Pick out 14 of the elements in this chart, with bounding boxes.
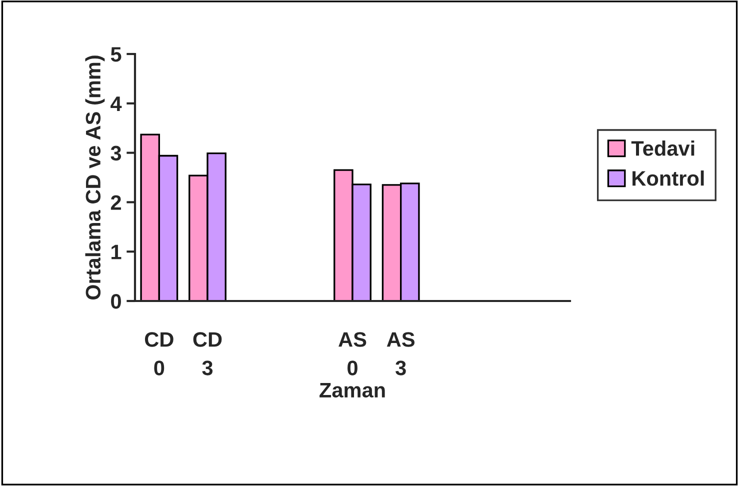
y-tick-label: 2: [110, 195, 121, 210]
y-tick-label: 4: [110, 96, 122, 111]
x-axis-title: Zaman: [320, 383, 385, 398]
x-tick-label: CD 0: [144, 332, 174, 376]
legend-label: Tedavi: [631, 140, 694, 156]
x-tick-label: CD 3: [193, 332, 222, 376]
y-tick-label: 1: [112, 244, 122, 260]
y-tick-label: 3: [110, 146, 122, 161]
x-tick-label: AS 0: [338, 332, 366, 376]
y-tick-label: 5: [110, 47, 122, 62]
y-tick-label: 0: [111, 294, 121, 309]
legend-label: Kontrol: [632, 170, 704, 186]
y-axis-title: Ortalama CD ve AS (mm): [85, 56, 105, 300]
x-tick-label: AS 3: [386, 332, 414, 376]
